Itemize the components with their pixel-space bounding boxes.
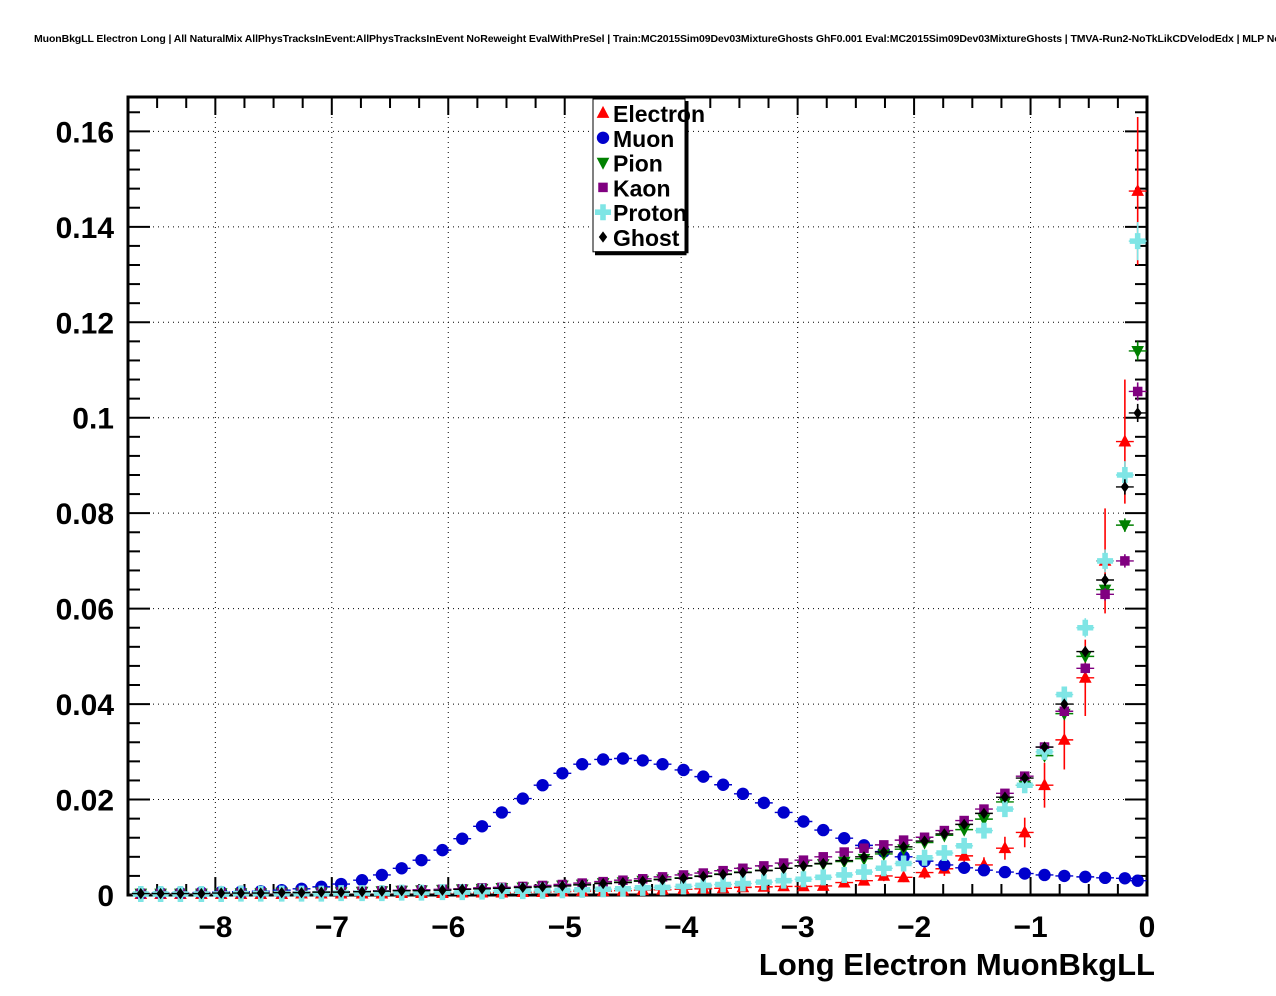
legend-label-electron[interactable]: Electron — [613, 101, 705, 127]
x-axis-labels: −8 −7 −6 −5 −4 −3 −2 −1 0 — [198, 911, 1155, 944]
x-tick-label: −7 — [315, 911, 349, 944]
x-axis-title-text: Long Electron MuonBkgLL — [759, 947, 1155, 982]
x-tick-label: −3 — [781, 911, 815, 944]
page-title: MuonBkgLL Electron Long | All NaturalMix… — [34, 33, 1276, 45]
legend-label-muon[interactable]: Muon — [613, 126, 674, 152]
y-tick-label: 0.16 — [56, 116, 114, 149]
data-series — [131, 117, 1147, 903]
legend-label-proton[interactable]: Proton — [613, 200, 687, 226]
series-pion — [131, 341, 1147, 901]
y-tick-label: 0.12 — [56, 307, 114, 340]
legend-marker-electron-icon — [596, 105, 610, 118]
series-proton — [131, 222, 1147, 903]
series-kaon — [131, 382, 1147, 899]
legend-marker-pion-icon — [596, 157, 610, 170]
legend-marker-proton-icon — [595, 204, 611, 221]
legend-marker-muon-icon — [596, 131, 610, 145]
y-tick-label: 0.08 — [56, 498, 114, 531]
y-tick-label: 0.02 — [56, 785, 114, 818]
y-tick-label: 0.14 — [56, 212, 115, 245]
series-ghost — [131, 403, 1147, 900]
y-tick-label: 0.04 — [56, 689, 115, 722]
legend-label-kaon[interactable]: Kaon — [613, 175, 671, 201]
x-tick-label: 0 — [1139, 911, 1156, 944]
x-tick-label: −5 — [548, 911, 582, 944]
x-axis-title: Long Electron MuonBkgLL — [759, 947, 1155, 982]
y-tick-label: 0.1 — [72, 403, 114, 436]
legend-box — [592, 98, 686, 253]
y-tick-label: 0 — [97, 880, 114, 913]
legend-marker-ghost-icon — [598, 231, 608, 243]
legend-label-pion[interactable]: Pion — [613, 151, 663, 177]
x-tick-label: −8 — [198, 911, 232, 944]
legend-marker-kaon-icon — [598, 182, 608, 193]
x-tick-label: −2 — [897, 911, 931, 944]
x-tick-label: −1 — [1013, 911, 1047, 944]
y-axis-labels: 0 0.02 0.04 0.06 0.08 0.1 0.12 0.14 0.16 — [56, 116, 115, 913]
x-tick-label: −6 — [431, 911, 465, 944]
x-tick-label: −4 — [664, 911, 699, 944]
legend-label-ghost[interactable]: Ghost — [613, 225, 680, 251]
y-tick-label: 0.06 — [56, 594, 114, 627]
